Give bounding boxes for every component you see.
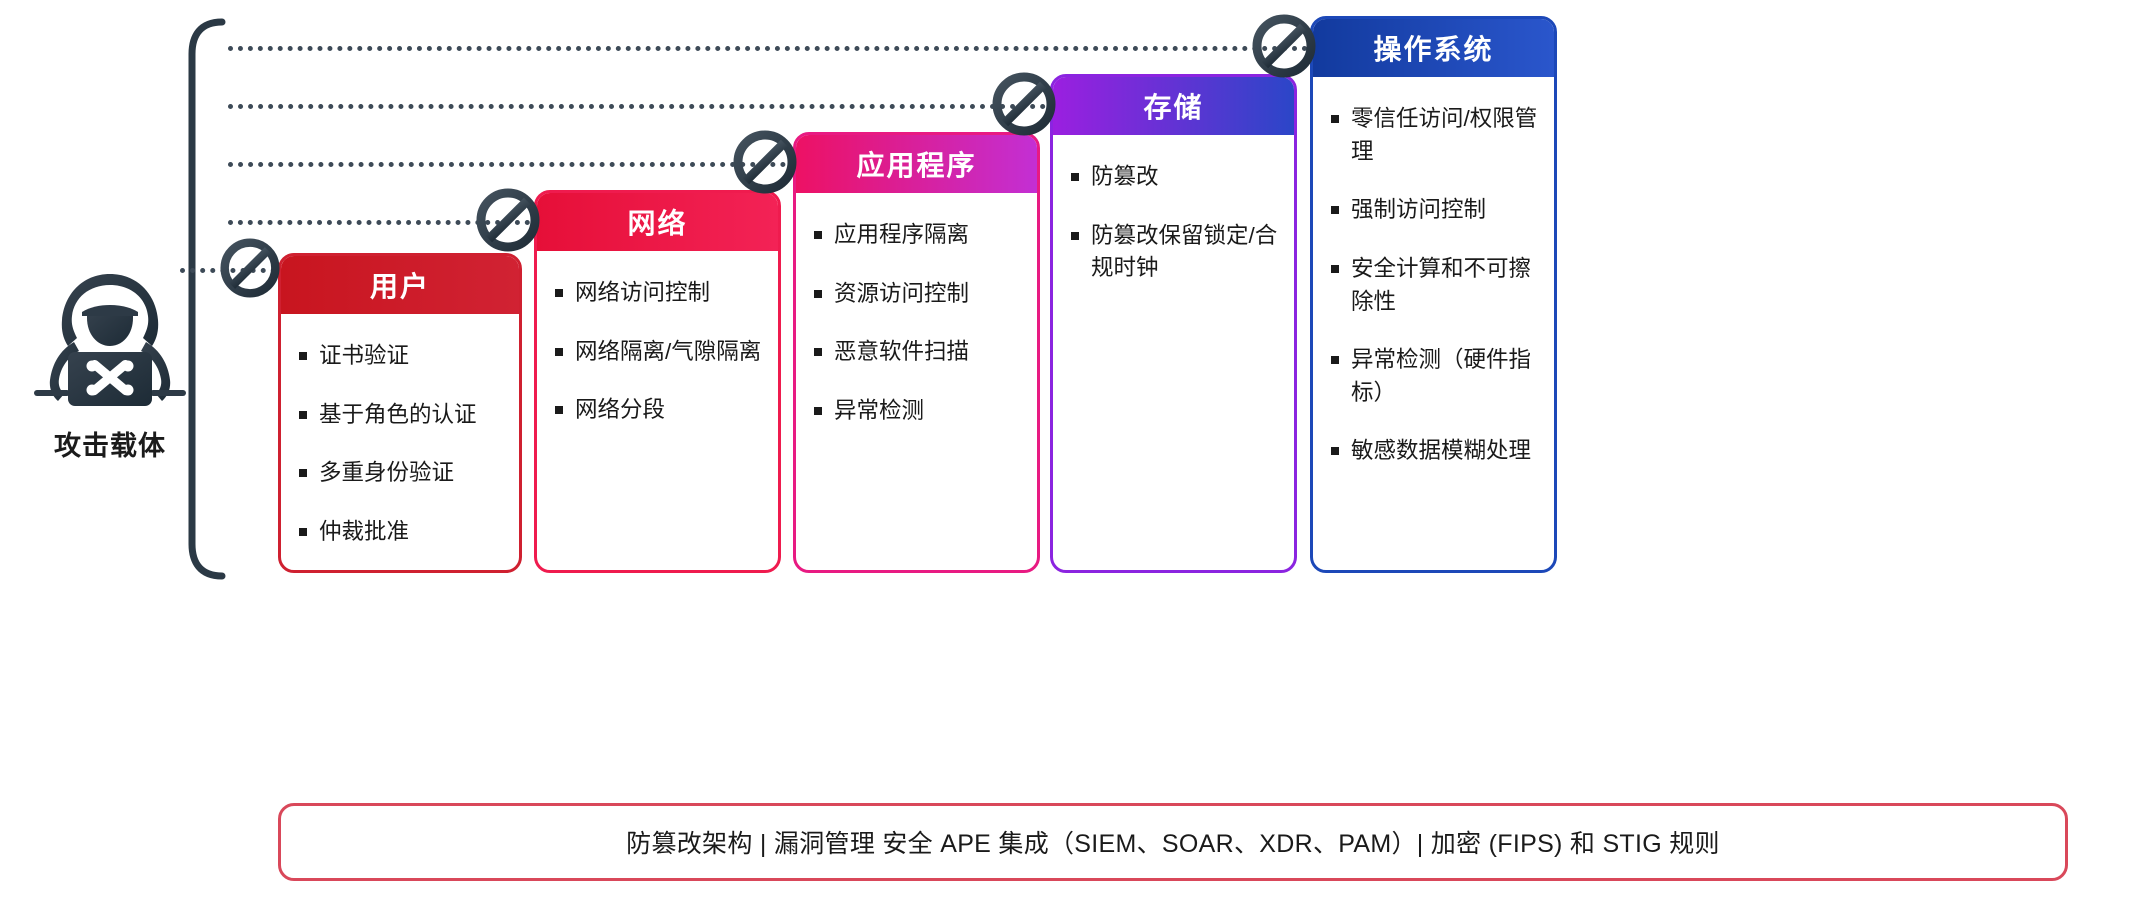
list-item: 异常检测 [814,395,1023,428]
attack-line-user [180,268,286,273]
bullet-square-icon [555,347,563,356]
bullet-square-icon [1331,206,1339,215]
bullet-square-icon [555,406,563,415]
bullet-square-icon [299,527,307,536]
bullet-square-icon [299,410,307,419]
prohibition-icon [992,72,1056,136]
list-item: 强制访问控制 [1331,194,1540,227]
bullet-square-icon [555,289,563,297]
list-item: 恶意软件扫描 [814,336,1023,369]
bullet-square-icon [1331,115,1339,123]
list-item: 防篡改保留锁定/合规时钟 [1071,220,1280,285]
layer-card-bullets: 证书验证 基于角色的认证 多重身份验证 仲裁批准 [281,314,519,570]
list-item: 多重身份验证 [299,457,505,490]
layer-card-title: 网络 [537,193,778,251]
layer-card-title: 应用程序 [796,135,1037,193]
list-item: 异常检测（硬件指标） [1331,344,1540,409]
list-item: 敏感数据模糊处理 [1331,435,1540,468]
hacker-hoodie-icon [34,274,186,406]
attack-vector-group: 攻击载体 [20,268,200,463]
list-item: 网络访问控制 [555,277,764,310]
list-item: 仲裁批准 [299,516,505,549]
layer-card-bullets: 应用程序隔离 资源访问控制 恶意软件扫描 异常检测 [796,193,1037,464]
prohibition-icon [476,188,540,252]
list-item: 应用程序隔离 [814,219,1023,252]
list-item: 安全计算和不可擦除性 [1331,253,1540,318]
bullet-square-icon [1331,264,1339,273]
layer-card-title: 操作系统 [1313,19,1554,77]
bullet-square-icon [1071,231,1079,240]
layer-card-storage[interactable]: 存储 防篡改 防篡改保留锁定/合规时钟 [1050,74,1297,573]
attack-line-storage [228,104,1056,109]
bullet-square-icon [814,348,822,357]
attack-surface-bracket [188,18,226,580]
list-item: 防篡改 [1071,161,1280,194]
prohibition-icon [733,130,797,194]
list-item: 零信任访问/权限管理 [1331,103,1540,168]
bullet-square-icon [814,406,822,415]
layer-card-bullets: 零信任访问/权限管理 强制访问控制 安全计算和不可擦除性 异常检测（硬件指标） … [1313,77,1554,504]
bullet-square-icon [1331,447,1339,456]
layer-card-bullets: 防篡改 防篡改保留锁定/合规时钟 [1053,135,1294,321]
bullet-square-icon [299,469,307,478]
bullet-square-icon [1331,356,1339,365]
layer-card-title: 存储 [1053,77,1294,135]
foundation-banner: 防篡改架构 | 漏洞管理 安全 APE 集成（SIEM、SOAR、XDR、PAM… [278,803,2068,881]
attack-line-network [228,220,540,225]
list-item: 证书验证 [299,340,505,373]
bullet-square-icon [1071,173,1079,181]
list-item: 基于角色的认证 [299,399,505,432]
prohibition-icon [1252,14,1316,78]
list-item: 资源访问控制 [814,278,1023,311]
list-item: 网络隔离/气隙隔离 [555,336,764,369]
attack-line-os [228,46,1318,51]
foundation-banner-text: 防篡改架构 | 漏洞管理 安全 APE 集成（SIEM、SOAR、XDR、PAM… [626,830,1720,858]
layer-card-bullets: 网络访问控制 网络隔离/气隙隔离 网络分段 [537,251,778,463]
attack-line-app [228,162,796,167]
layer-card-operating-system[interactable]: 操作系统 零信任访问/权限管理 强制访问控制 安全计算和不可擦除性 异常检测（硬… [1310,16,1557,573]
bullet-square-icon [814,289,822,298]
prohibition-icon [220,238,280,298]
bullet-square-icon [299,352,307,360]
layer-card-user[interactable]: 用户 证书验证 基于角色的认证 多重身份验证 仲裁批准 [278,253,522,573]
attack-vector-label: 攻击载体 [54,431,166,461]
list-item: 网络分段 [555,394,764,427]
layer-card-network[interactable]: 网络 网络访问控制 网络隔离/气隙隔离 网络分段 [534,190,781,573]
layer-card-application[interactable]: 应用程序 应用程序隔离 资源访问控制 恶意软件扫描 异常检测 [793,132,1040,573]
bullet-square-icon [814,231,822,239]
layer-card-title: 用户 [281,256,519,314]
